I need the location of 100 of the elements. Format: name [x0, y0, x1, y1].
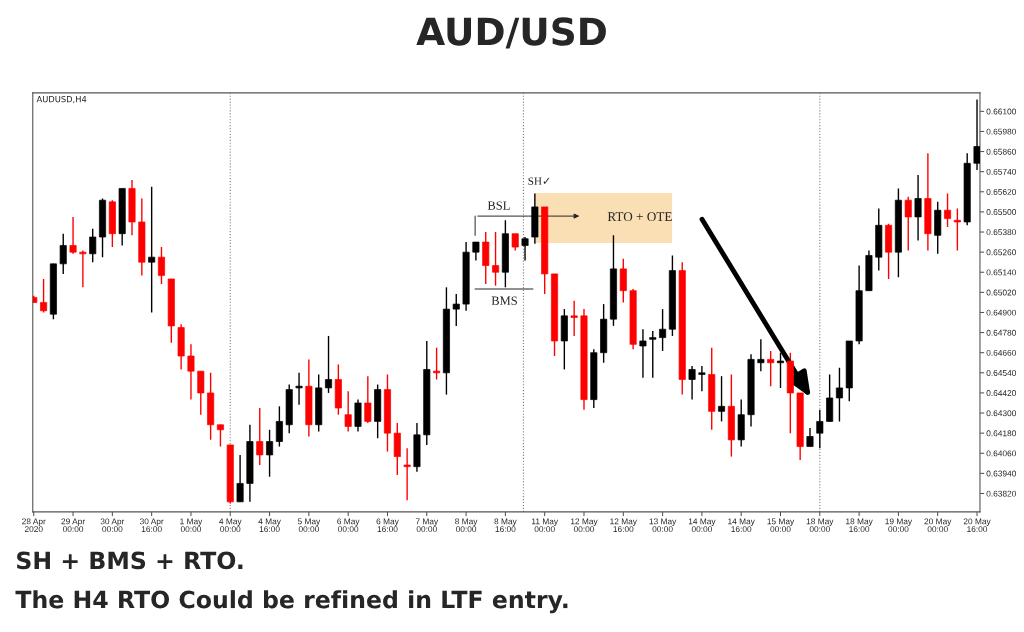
- x-tick-label: 30 Apr 16:00: [139, 518, 164, 533]
- x-tick-label: 6 May 16:00: [376, 518, 399, 533]
- candlestick: [757, 338, 765, 372]
- candlestick: [433, 346, 441, 381]
- x-tick-label: 28 Apr 2020: [22, 518, 46, 533]
- y-tick-label: 0.65500: [986, 209, 1017, 216]
- x-tick-label: 4 May 16:00: [258, 518, 281, 533]
- annotation: BMS: [491, 296, 517, 305]
- candlestick: [79, 249, 87, 289]
- y-tick-label: 0.65860: [986, 148, 1017, 155]
- candlestick: [826, 373, 834, 423]
- candlestick: [904, 196, 912, 252]
- candlestick: [718, 375, 726, 423]
- candlestick: [266, 429, 274, 478]
- candlestick: [148, 186, 156, 314]
- y-tick-label: 0.65380: [986, 229, 1017, 236]
- candlestick: [40, 278, 48, 314]
- candlestick: [570, 300, 578, 337]
- candlestick: [777, 351, 784, 389]
- candlestick: [806, 427, 814, 448]
- candlestick: [659, 308, 667, 352]
- chart-title: AUD/USD: [416, 17, 606, 49]
- candlestick: [187, 343, 195, 401]
- y-tick-label: 0.64540: [986, 370, 1017, 376]
- x-tick-label: 4 May 00:00: [219, 518, 242, 533]
- annotation: BSL: [487, 201, 510, 210]
- y-tick-label: 0.63820: [986, 490, 1017, 497]
- candlestick: [973, 98, 980, 171]
- y-tick-label: 0.65740: [986, 168, 1017, 175]
- candlestick: [393, 422, 401, 476]
- candlestick: [767, 350, 775, 387]
- candlestick: [344, 390, 352, 433]
- candlestick: [953, 207, 961, 252]
- candlestick: [639, 328, 647, 379]
- y-tick-label: 0.64900: [986, 309, 1017, 316]
- y-tick-label: 0.63940: [986, 470, 1017, 477]
- y-tick-label: 0.65980: [986, 128, 1017, 135]
- x-tick-label: 29 Apr 00:00: [61, 518, 85, 533]
- annotation: AUDUSD,H4: [36, 95, 87, 104]
- candlestick: [835, 367, 843, 423]
- x-tick-label: 7 May 00:00: [415, 518, 439, 533]
- x-tick-label: 30 Apr 00:00: [100, 518, 125, 533]
- candlestick: [482, 231, 490, 285]
- x-tick-label: 14 May 16:00: [728, 518, 755, 533]
- candlestick: [236, 454, 244, 503]
- candlestick: [256, 407, 264, 466]
- candlestick: [619, 258, 627, 304]
- candlestick: [914, 174, 922, 242]
- candlestick: [157, 246, 165, 285]
- candlestick: [472, 241, 480, 262]
- candlestick: [354, 398, 362, 433]
- x-tick-label: 12 May 00:00: [570, 518, 598, 533]
- candlestick: [295, 372, 303, 406]
- candlestick: [492, 231, 500, 287]
- y-tick-label: 0.64300: [986, 410, 1017, 417]
- x-tick-label: 8 May 16:00: [494, 518, 517, 533]
- y-tick-label: 0.64420: [986, 390, 1017, 397]
- x-tick-label: 8 May 00:00: [455, 518, 478, 533]
- y-tick-label: 0.64180: [986, 430, 1017, 437]
- y-tick-label: 0.64780: [986, 329, 1017, 336]
- annotation: RTO + OTE: [607, 212, 672, 222]
- x-tick-label: 20 May 16:00: [963, 518, 991, 533]
- y-tick-label: 0.66100: [986, 108, 1017, 115]
- x-tick-label: 20 May 00:00: [924, 518, 952, 533]
- x-tick-label: 6 May 00:00: [337, 518, 360, 533]
- text: SH + BMS + RTO.: [17, 551, 243, 570]
- candlestick: [325, 335, 333, 394]
- x-tick-label: 18 May 16:00: [846, 518, 873, 533]
- candlestick: [698, 365, 706, 392]
- candlestick: [403, 447, 411, 501]
- text: The H4 RTO Could be refined in LTF entry.: [15, 590, 568, 614]
- candlestick: [59, 232, 67, 275]
- candlestick: [69, 216, 77, 255]
- candlestick: [521, 236, 529, 262]
- candlestick: [816, 408, 824, 449]
- annotation: SH✓: [528, 177, 550, 185]
- candlestick: [275, 405, 283, 448]
- y-tick-label: 0.64060: [986, 450, 1017, 457]
- candlestick: [89, 227, 97, 263]
- x-tick-label: 5 May 00:00: [297, 518, 321, 533]
- candlestick: [364, 375, 372, 424]
- candlestick: [216, 424, 224, 448]
- y-tick-label: 0.65620: [986, 188, 1017, 195]
- y-tick-label: 0.65260: [986, 249, 1017, 256]
- x-tick-label: 13 May 00:00: [649, 518, 677, 533]
- x-tick-label: 14 May 00:00: [688, 518, 716, 533]
- x-tick-label: 12 May 16:00: [610, 518, 637, 533]
- candlestick: [944, 192, 952, 228]
- candlestick: [452, 293, 460, 327]
- x-tick-label: 1 May 00:00: [180, 518, 203, 533]
- x-tick-label: 19 May 00:00: [885, 518, 913, 533]
- x-tick-label: 18 May 00:00: [806, 518, 834, 533]
- x-tick-label: 11 May 00:00: [531, 518, 559, 533]
- candlestick: [197, 370, 205, 416]
- x-tick-label: 15 May 00:00: [767, 518, 795, 533]
- y-tick-label: 0.65020: [986, 289, 1017, 296]
- candlestick: [649, 330, 657, 379]
- y-tick-label: 0.64660: [986, 349, 1017, 356]
- y-tick-label: 0.65140: [986, 269, 1017, 276]
- candlestick: [688, 365, 696, 401]
